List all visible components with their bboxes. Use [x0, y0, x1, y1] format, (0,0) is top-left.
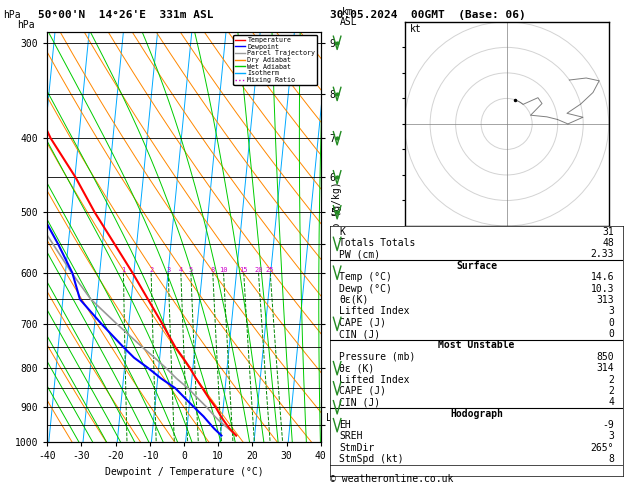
Text: 48: 48 — [602, 238, 614, 248]
Text: θε(K): θε(K) — [339, 295, 369, 305]
Text: Pressure (mb): Pressure (mb) — [339, 352, 415, 362]
Text: 0: 0 — [608, 329, 614, 339]
Text: 25: 25 — [266, 267, 274, 273]
Text: CIN (J): CIN (J) — [339, 329, 380, 339]
Text: 20: 20 — [254, 267, 263, 273]
Text: StmSpd (kt): StmSpd (kt) — [339, 454, 404, 464]
Text: 14.6: 14.6 — [591, 272, 614, 282]
Text: 1: 1 — [121, 267, 126, 273]
Legend: Temperature, Dewpoint, Parcel Trajectory, Dry Adiabat, Wet Adiabat, Isotherm, Mi: Temperature, Dewpoint, Parcel Trajectory… — [233, 35, 318, 85]
Text: CAPE (J): CAPE (J) — [339, 318, 386, 328]
Text: Lifted Index: Lifted Index — [339, 375, 409, 384]
Text: Hodograph: Hodograph — [450, 409, 503, 419]
Text: 8: 8 — [211, 267, 215, 273]
Text: StmDir: StmDir — [339, 443, 374, 453]
Text: EH: EH — [339, 420, 351, 430]
Text: 3: 3 — [166, 267, 170, 273]
Text: 15: 15 — [240, 267, 248, 273]
Text: © weatheronline.co.uk: © weatheronline.co.uk — [330, 473, 454, 484]
Text: 50°00'N  14°26'E  331m ASL: 50°00'N 14°26'E 331m ASL — [38, 10, 213, 20]
Text: 0: 0 — [608, 318, 614, 328]
Text: 2.33: 2.33 — [591, 249, 614, 260]
Text: km
ASL: km ASL — [339, 7, 357, 28]
Text: 10: 10 — [220, 267, 228, 273]
Text: 314: 314 — [596, 363, 614, 373]
Text: Dewp (°C): Dewp (°C) — [339, 283, 392, 294]
Text: 3: 3 — [608, 306, 614, 316]
Text: 8: 8 — [608, 454, 614, 464]
Text: 3: 3 — [608, 432, 614, 441]
Text: Mixing Ratio (g/kg): Mixing Ratio (g/kg) — [331, 181, 342, 293]
Text: Lifted Index: Lifted Index — [339, 306, 409, 316]
X-axis label: Dewpoint / Temperature (°C): Dewpoint / Temperature (°C) — [104, 467, 264, 477]
Text: CIN (J): CIN (J) — [339, 398, 380, 407]
Text: 2: 2 — [608, 386, 614, 396]
Text: CAPE (J): CAPE (J) — [339, 386, 386, 396]
Text: -9: -9 — [602, 420, 614, 430]
Text: Totals Totals: Totals Totals — [339, 238, 415, 248]
Text: Temp (°C): Temp (°C) — [339, 272, 392, 282]
Text: 265°: 265° — [591, 443, 614, 453]
Text: Most Unstable: Most Unstable — [438, 341, 515, 350]
Text: 2: 2 — [608, 375, 614, 384]
Text: θε (K): θε (K) — [339, 363, 374, 373]
Text: SREH: SREH — [339, 432, 362, 441]
Text: 30.05.2024  00GMT  (Base: 06): 30.05.2024 00GMT (Base: 06) — [330, 10, 526, 20]
Text: PW (cm): PW (cm) — [339, 249, 380, 260]
Text: 2: 2 — [149, 267, 153, 273]
Text: K: K — [339, 226, 345, 237]
Text: hPa: hPa — [3, 10, 21, 20]
Text: 4: 4 — [608, 398, 614, 407]
Text: kt: kt — [409, 24, 421, 34]
Text: LCL: LCL — [326, 413, 344, 423]
Text: 5: 5 — [189, 267, 193, 273]
Text: 850: 850 — [596, 352, 614, 362]
Text: 31: 31 — [602, 226, 614, 237]
Text: Surface: Surface — [456, 261, 497, 271]
Text: 313: 313 — [596, 295, 614, 305]
Text: 4: 4 — [179, 267, 183, 273]
Text: hPa: hPa — [17, 19, 35, 30]
Text: 10.3: 10.3 — [591, 283, 614, 294]
